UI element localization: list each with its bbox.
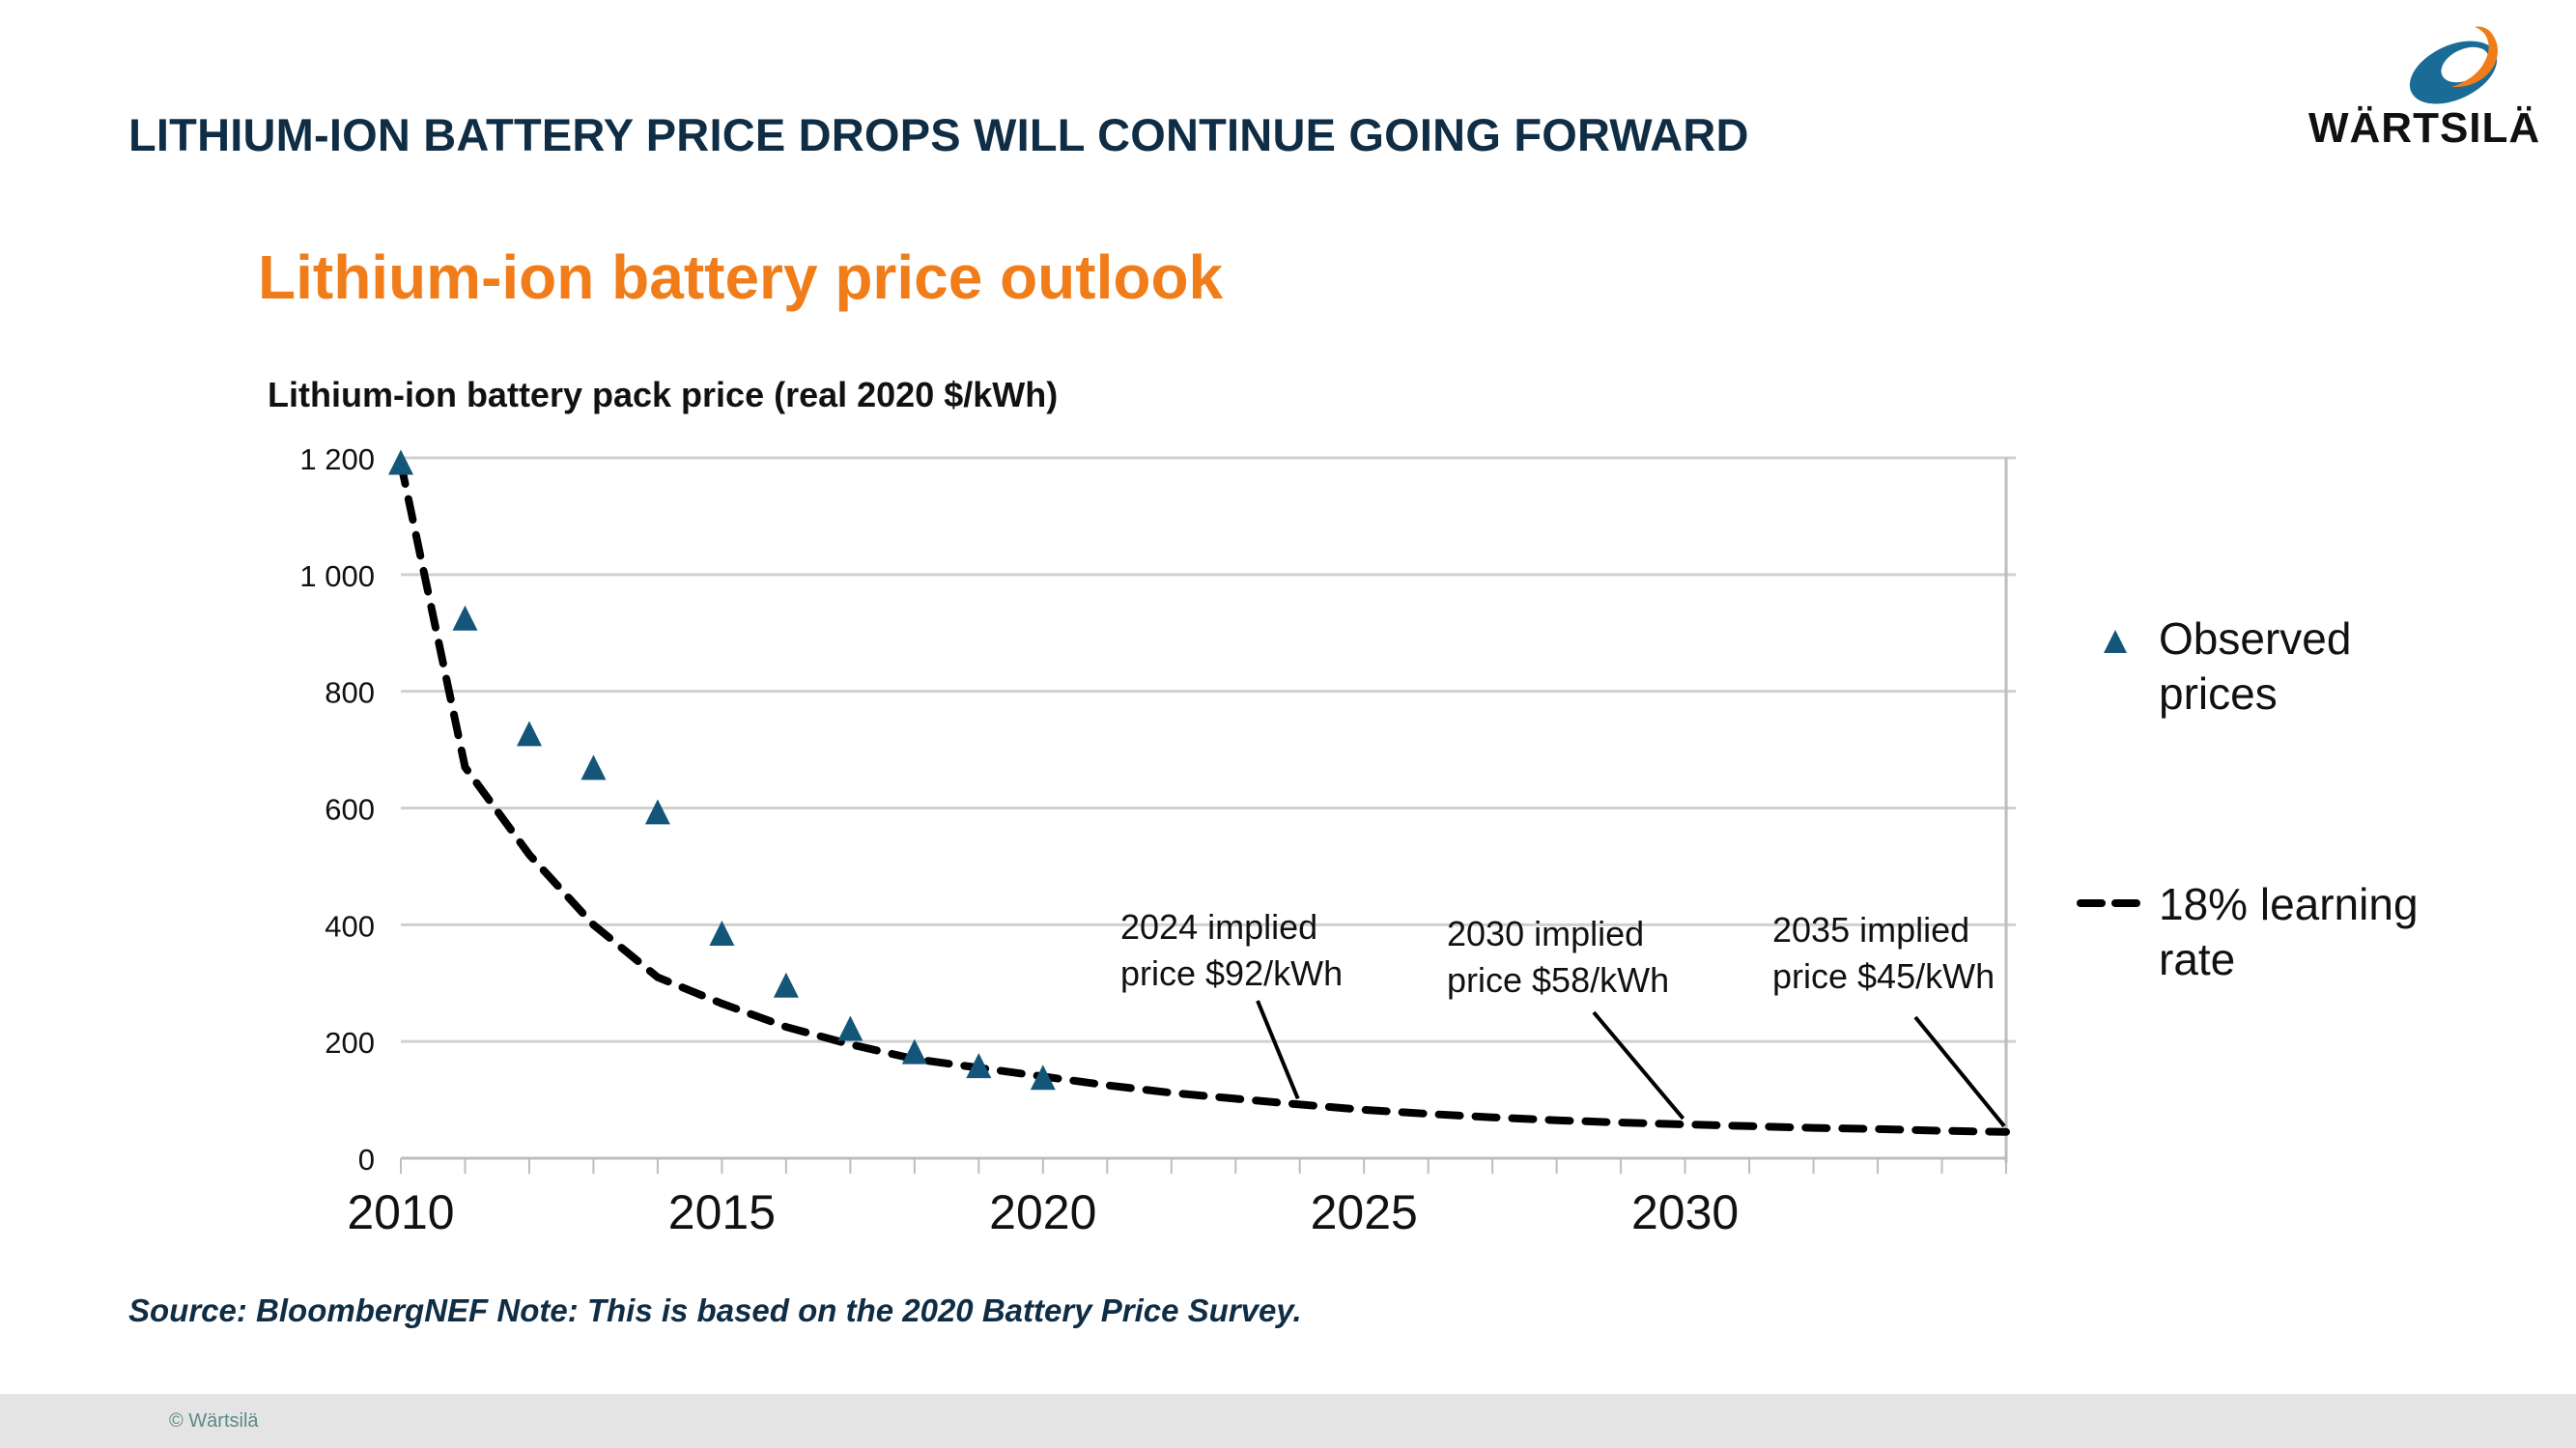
annotation-leader-line (1913, 1015, 2006, 1128)
legend-dashed-line-icon (2077, 899, 2144, 907)
y-tick-label: 1 000 (299, 559, 375, 593)
annotation-label-line1: 2024 implied (1120, 907, 1317, 947)
observed-price-marker (837, 1015, 863, 1041)
observed-price-marker (709, 921, 735, 946)
annotation-leader-line (1592, 1010, 1685, 1121)
legend-learning-line1: 18% learning (2159, 879, 2419, 929)
y-tick-label: 200 (325, 1026, 375, 1060)
observed-price-marker (644, 799, 670, 825)
legend-observed-prices: Observed prices (2159, 611, 2351, 722)
y-axis-title: Lithium-ion battery pack price (real 202… (268, 375, 1059, 414)
observed-price-marker (580, 754, 607, 781)
y-tick-label: 400 (325, 909, 375, 943)
annotation-label-line2: price $45/kWh (1772, 956, 1995, 996)
legend-learning-rate: 18% learning rate (2159, 877, 2419, 987)
source-note: Source: BloombergNEF Note: This is based… (128, 1292, 1302, 1328)
footer-bar (0, 1394, 2576, 1448)
wartsila-logo-icon (2409, 26, 2498, 104)
y-tick-label: 1 200 (299, 442, 375, 476)
y-tick-label: 0 (358, 1143, 375, 1177)
observed-price-marker (388, 449, 413, 475)
annotation-label-line2: price $92/kWh (1120, 953, 1343, 993)
observed-price-marker (452, 605, 478, 631)
logo-wordmark: WÄRTSILÄ (2308, 104, 2541, 152)
y-tick-label: 600 (325, 793, 375, 827)
copyright-text: © Wärtsilä (169, 1410, 259, 1432)
observed-price-marker (773, 972, 799, 998)
wartsila-logo: WÄRTSILÄ (2308, 19, 2540, 164)
chart-title: Lithium-ion battery price outlook (258, 242, 1224, 312)
legend-observed-line1: Observed (2159, 613, 2352, 664)
observed-price-marker (516, 721, 542, 747)
observed-price-marker (1030, 1065, 1056, 1091)
x-tick-label: 2010 (347, 1185, 454, 1239)
legend-learning-line2: rate (2159, 934, 2236, 984)
observed-price-marker (966, 1053, 992, 1079)
annotation-label-line1: 2030 implied (1447, 914, 1644, 953)
x-tick-label: 2015 (668, 1185, 776, 1239)
y-tick-label: 800 (325, 676, 375, 710)
chart-canvas: 0 200 400 600 800 1 000 1 200 2010 2015 2020 2025 2… (299, 442, 2016, 1239)
x-tick-label: 2030 (1631, 1185, 1739, 1239)
observed-price-marker (901, 1038, 927, 1065)
slide-title: LITHIUM-ION BATTERY PRICE DROPS WILL CON… (128, 109, 1749, 160)
learning-rate-line (397, 459, 2010, 1136)
annotation-label-line1: 2035 implied (1772, 910, 1969, 950)
x-tick-label: 2025 (1311, 1185, 1418, 1239)
annotation-label-line2: price $58/kWh (1447, 960, 1669, 1000)
annotation-leader-line (1256, 1000, 1300, 1100)
x-tick-label: 2020 (989, 1185, 1096, 1239)
legend-observed-line2: prices (2159, 668, 2278, 719)
legend-triangle-icon (2104, 630, 2127, 653)
